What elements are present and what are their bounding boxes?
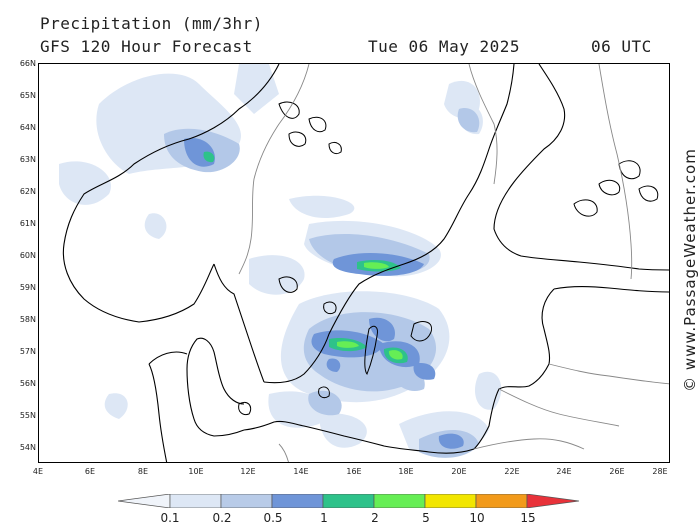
map-title: Precipitation (mm/3hr) (40, 14, 263, 33)
lon-label: 16E (346, 467, 362, 476)
lon-label: 14E (293, 467, 309, 476)
lon-label: 26E (609, 467, 625, 476)
lat-label: 57N (19, 347, 36, 356)
lon-label: 22E (504, 467, 520, 476)
colorbar-cell (169, 494, 222, 508)
lon-label: 10E (188, 467, 204, 476)
colorbar-label: 0.2 (212, 511, 232, 525)
lon-label: 24E (556, 467, 572, 476)
valid-date: Tue 06 May 2025 (368, 37, 520, 56)
precipitation-map (59, 64, 669, 462)
lon-label: 6E (84, 467, 96, 476)
lat-label: 64N (19, 123, 36, 132)
colorbar-label: 15 (520, 511, 536, 525)
map-panel[interactable] (38, 63, 670, 463)
lat-label: 59N (19, 283, 36, 292)
colorbar-cell (424, 494, 477, 508)
colorbar-label: 1 (320, 511, 328, 525)
colorbar-label: 10 (469, 511, 485, 525)
lat-label: 55N (19, 411, 36, 420)
colorbar-label: 0.5 (263, 511, 283, 525)
lon-label: 4E (32, 467, 44, 476)
colorbar-min-arrow (118, 494, 171, 508)
lat-label: 66N (19, 59, 36, 68)
lat-label: 58N (19, 315, 36, 324)
colorbar-label: 2 (371, 511, 379, 525)
lon-label: 12E (240, 467, 256, 476)
colorbar-cell (322, 494, 375, 508)
lon-label: 20E (451, 467, 467, 476)
colorbar-label: 0.1 (160, 511, 180, 525)
precip-heavy-areas (337, 262, 403, 360)
lat-label: 60N (19, 251, 36, 260)
lat-label: 61N (19, 219, 36, 228)
watermark: © www.PassageWeather.com (681, 148, 699, 392)
colorbar-cell (475, 494, 528, 508)
lat-label: 54N (19, 443, 36, 452)
lat-label: 56N (19, 379, 36, 388)
colorbar-label: 5 (422, 511, 430, 525)
lat-label: 65N (19, 91, 36, 100)
lon-label: 18E (398, 467, 414, 476)
valid-time: 06 UTC (591, 37, 652, 56)
lon-label: 8E (137, 467, 149, 476)
colorbar-max-arrow (526, 494, 580, 508)
lat-label: 62N (19, 187, 36, 196)
forecast-subtitle: GFS 120 Hour Forecast (40, 37, 253, 56)
colorbar-cell (373, 494, 426, 508)
lon-label: 28E (652, 467, 668, 476)
country-borders (238, 64, 669, 462)
colorbar (118, 494, 580, 508)
colorbar-cell (220, 494, 273, 508)
lat-label: 63N (19, 155, 36, 164)
colorbar-cell (271, 494, 324, 508)
islands (238, 101, 659, 415)
